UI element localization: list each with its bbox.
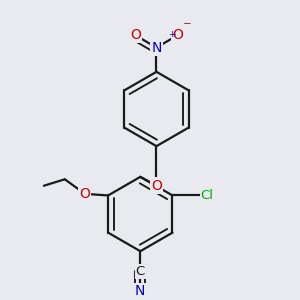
Text: N: N — [151, 40, 162, 55]
Text: Cl: Cl — [201, 189, 214, 202]
Text: O: O — [151, 178, 162, 193]
Text: +: + — [168, 31, 175, 40]
Text: O: O — [172, 28, 183, 42]
Text: O: O — [80, 187, 90, 201]
Text: C: C — [136, 265, 145, 278]
Text: N: N — [135, 284, 146, 298]
Text: −: − — [183, 20, 192, 29]
Text: O: O — [130, 28, 141, 42]
